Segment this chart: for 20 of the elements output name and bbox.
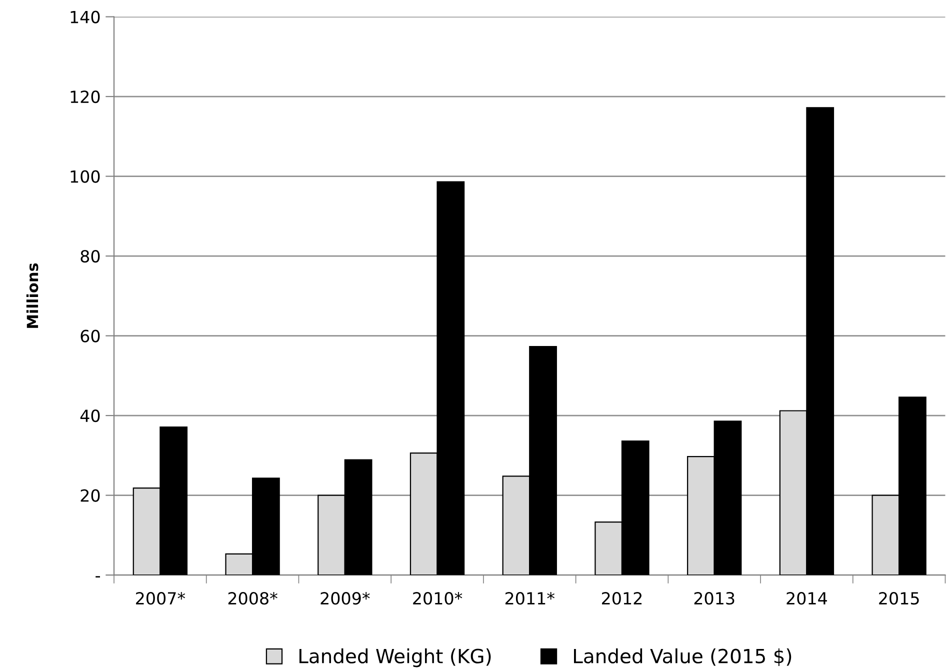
x-tick-label: 2015	[879, 592, 919, 605]
legend-label: Landed Weight (KG)	[299, 648, 491, 668]
y-tick-label: 100	[70, 170, 100, 183]
legend-label: Landed Value (2015 $)	[574, 648, 792, 666]
x-tick-label: 2009*	[320, 592, 370, 605]
x-tick-label: 2011*	[505, 592, 554, 605]
x-tick-label: 2008*	[228, 592, 278, 605]
x-tick-label: 2010*	[413, 592, 462, 605]
y-tick-label: 40	[80, 410, 100, 422]
y-tick-label: 20	[80, 489, 100, 502]
y-tick-label: 80	[80, 250, 100, 263]
x-tick-label: 2014	[786, 592, 827, 605]
x-tick-label: 2012	[602, 592, 642, 605]
y-tick-label: 120	[70, 90, 100, 104]
x-tick-label: 2007*	[136, 592, 186, 605]
y-tick-label: 140	[70, 10, 100, 24]
x-tick-label: 2013	[694, 592, 734, 605]
y-axis-title: Millions	[26, 263, 38, 328]
y-tick-label: 60	[80, 330, 100, 342]
y-tick-label: -	[96, 576, 100, 578]
